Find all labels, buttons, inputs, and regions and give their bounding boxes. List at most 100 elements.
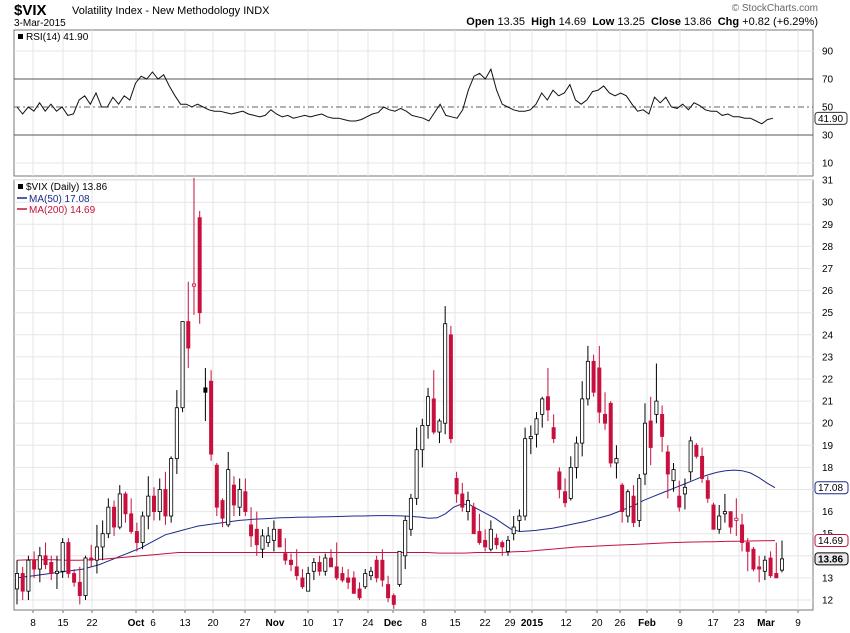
- candle-body: [26, 559, 31, 592]
- candle: [694, 443, 699, 459]
- x-tick-label: 26: [614, 618, 626, 629]
- candle: [751, 546, 756, 572]
- candle: [648, 396, 653, 466]
- candle-body: [112, 506, 117, 528]
- candle: [249, 507, 254, 547]
- candle-body: [603, 413, 608, 424]
- candle-body: [37, 555, 42, 570]
- candle-body: [705, 480, 710, 499]
- candle: [226, 451, 231, 528]
- candle: [660, 405, 665, 452]
- candle-body: [300, 577, 305, 588]
- candle-body: [665, 451, 670, 475]
- candle: [231, 476, 236, 517]
- candle-body: [534, 418, 539, 435]
- candle-body: [403, 520, 408, 557]
- candle: [203, 367, 208, 421]
- candle-body: [328, 557, 333, 568]
- price-tick-label: 30: [822, 198, 834, 209]
- candle-body: [77, 581, 82, 596]
- candle: [768, 551, 773, 578]
- candle: [608, 401, 613, 468]
- candle: [140, 511, 145, 550]
- ma50-line: [16, 469, 776, 579]
- vix-legend-icon: [18, 184, 23, 189]
- candle-body: [563, 491, 568, 504]
- candle: [146, 476, 151, 530]
- candle: [574, 436, 579, 479]
- candle: [174, 390, 179, 475]
- candle-body: [397, 550, 402, 585]
- candle: [745, 538, 750, 572]
- candle-body: [271, 528, 276, 541]
- rsi-frame: [13, 29, 814, 177]
- candle-body: [505, 539, 510, 552]
- candle: [397, 550, 402, 587]
- candle: [89, 544, 94, 567]
- candle: [169, 456, 174, 523]
- candle: [534, 412, 539, 448]
- candle: [134, 522, 139, 552]
- candle-body: [294, 566, 299, 577]
- x-tick-label: 17: [332, 618, 344, 629]
- candle-body: [363, 573, 368, 588]
- vix-legend: $VIX (Daily) 13.86: [26, 182, 108, 193]
- x-tick-label: 13: [179, 618, 191, 629]
- candle-body: [72, 573, 77, 583]
- candle-body: [106, 506, 111, 535]
- candle-body: [317, 562, 322, 572]
- candle: [317, 555, 322, 576]
- candle-body: [591, 360, 596, 393]
- candle-body: [488, 528, 493, 550]
- candle: [580, 381, 585, 457]
- x-tick-label: Oct: [128, 618, 145, 629]
- rsi-tick-label: 30: [822, 131, 834, 142]
- candle-body: [89, 557, 94, 561]
- x-tick-label: 10: [302, 618, 314, 629]
- candle: [614, 445, 619, 479]
- candle-body: [254, 528, 259, 546]
- candle: [728, 511, 733, 534]
- candle-body: [568, 466, 573, 499]
- candle-body: [625, 491, 630, 517]
- candle-body: [100, 533, 105, 548]
- candle: [129, 498, 134, 534]
- x-tick-label: 8: [30, 618, 36, 629]
- candle: [460, 482, 465, 512]
- close-last-value: 13.86: [818, 554, 843, 565]
- candle-body: [722, 511, 727, 515]
- candle-body: [134, 531, 139, 543]
- candle: [471, 502, 476, 535]
- candle: [306, 566, 311, 592]
- candle: [323, 553, 328, 576]
- candle: [157, 478, 162, 521]
- candle-body: [226, 469, 231, 526]
- candle: [711, 502, 716, 530]
- candle: [54, 555, 59, 589]
- candle: [14, 560, 19, 605]
- candle: [740, 513, 745, 552]
- candle: [289, 553, 294, 572]
- candle: [688, 436, 693, 481]
- candle-body: [14, 573, 19, 590]
- candle-body: [357, 588, 362, 599]
- candle-body: [117, 493, 122, 528]
- candle: [311, 558, 316, 581]
- candle-body: [466, 500, 471, 512]
- candle-body: [483, 539, 488, 548]
- candle: [112, 500, 117, 536]
- candle-body: [283, 553, 288, 561]
- candle-body: [391, 595, 396, 605]
- price-tick-label: 25: [822, 308, 834, 319]
- candle-body: [334, 566, 339, 579]
- price-tick-label: 18: [822, 463, 834, 474]
- chart-date: 3-Mar-2015: [14, 18, 66, 29]
- candle: [642, 403, 647, 486]
- candle-body: [700, 455, 705, 479]
- candle-body: [203, 387, 208, 393]
- price-tick-label: 31: [822, 176, 834, 187]
- price-tick-label: 16: [822, 507, 834, 518]
- candle-body: [54, 570, 59, 574]
- candle-body: [180, 321, 185, 409]
- open-value: 13.35: [497, 16, 525, 28]
